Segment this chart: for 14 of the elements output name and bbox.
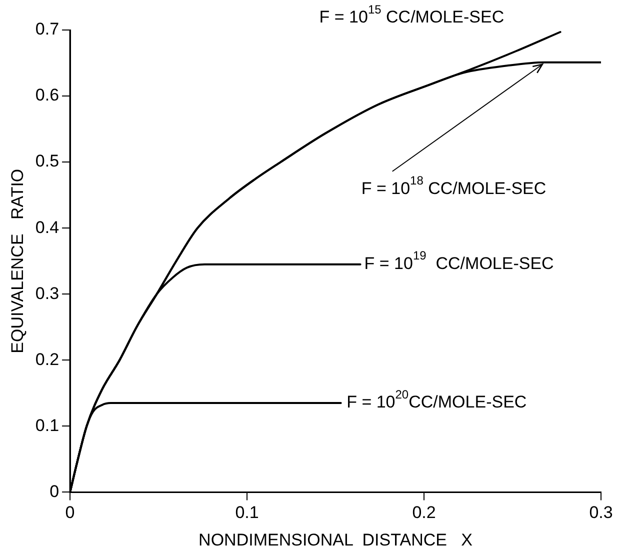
x-tick-label: 0 <box>65 503 75 522</box>
y-tick-label: 0.6 <box>35 86 60 105</box>
x-axis-title: NONDIMENSIONAL DISTANCE X <box>198 530 472 550</box>
y-tick-label: 0 <box>50 482 60 501</box>
y-tick-label: 0.3 <box>35 284 60 303</box>
x-tick-label: 0.1 <box>235 503 259 522</box>
y-tick-label: 0.4 <box>35 218 60 237</box>
y-tick-label: 0.1 <box>35 416 60 435</box>
y-tick-label: 0.5 <box>35 152 60 171</box>
y-tick-label: 0.7 <box>35 20 60 39</box>
x-tick-label: 0.2 <box>412 503 436 522</box>
x-tick-label: 0.3 <box>589 503 613 522</box>
y-axis-title: EQUIVALENCE RATIO <box>8 168 27 354</box>
y-tick-label: 0.2 <box>35 350 60 369</box>
